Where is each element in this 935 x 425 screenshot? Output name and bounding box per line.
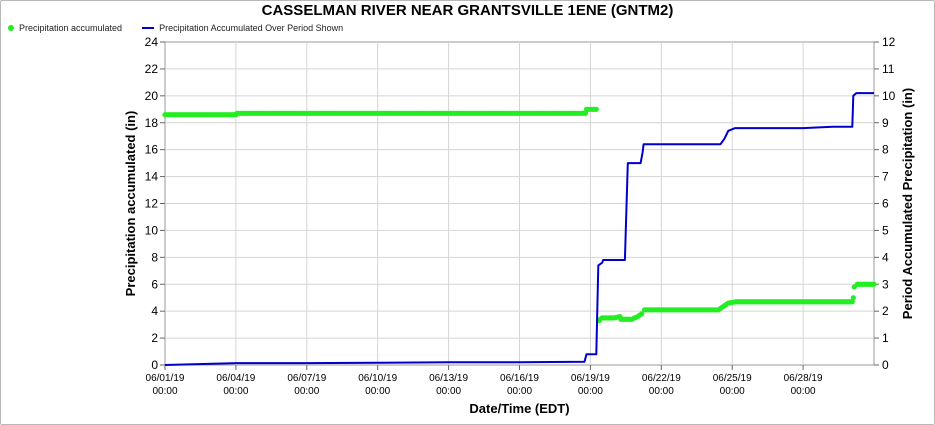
- legend-item-period-accumulated: Precipitation Accumulated Over Period Sh…: [142, 23, 343, 33]
- x-axis-tick-date: 06/07/19: [287, 373, 326, 384]
- left-axis-tick-label: 12: [145, 197, 159, 211]
- series-point-precip-accumulated: [582, 110, 589, 116]
- x-axis-tick-time: 00:00: [720, 386, 745, 397]
- chart-legend: Precipitation accumulated Precipitation …: [8, 23, 343, 33]
- left-axis-tick-label: 18: [145, 116, 159, 130]
- left-axis-tick-label: 2: [151, 331, 158, 345]
- legend-marker-blue-line: [142, 27, 155, 29]
- legend-label-period-accumulated: Precipitation Accumulated Over Period Sh…: [159, 23, 344, 33]
- right-axis-tick-label: 6: [882, 197, 889, 211]
- x-axis-tick-date: 06/22/19: [642, 373, 681, 384]
- chart-title: CASSELMAN RIVER NEAR GRANTSVILLE 1ENE (G…: [261, 2, 674, 19]
- right-axis-tick-label: 0: [882, 358, 889, 372]
- x-axis-tick-time: 00:00: [294, 386, 319, 397]
- legend-item-precip-accumulated: Precipitation accumulated: [8, 23, 122, 33]
- legend-marker-green-dot: [8, 25, 14, 31]
- series-line-period-accumulated: [164, 92, 874, 366]
- series-point-precip-accumulated: [593, 106, 599, 112]
- x-axis-tick-time: 00:00: [507, 386, 532, 397]
- x-axis-tick-date: 06/19/19: [571, 373, 610, 384]
- left-axis-tick-label: 16: [145, 143, 159, 157]
- right-axis-tick-label: 7: [882, 170, 889, 184]
- x-axis-tick-time: 00:00: [649, 386, 674, 397]
- right-axis-tick-label: 1: [882, 331, 889, 345]
- series-point-precip-accumulated: [849, 299, 855, 305]
- x-axis-title: Date/Time (EDT): [469, 401, 569, 416]
- right-axis-tick-label: 10: [882, 89, 896, 103]
- right-axis-tick-label: 11: [882, 62, 895, 76]
- x-axis-tick-date: 06/25/19: [713, 373, 752, 384]
- right-axis-tick-label: 5: [882, 223, 889, 237]
- right-axis-title: Period Accumulated Precipitation (in): [900, 88, 915, 319]
- right-axis-tick-label: 3: [882, 277, 889, 291]
- left-axis-tick-label: 4: [151, 304, 158, 318]
- x-axis-tick-time: 00:00: [578, 386, 603, 397]
- right-axis-tick-label: 4: [882, 250, 889, 264]
- left-axis-tick-label: 10: [145, 223, 159, 237]
- x-axis-tick-date: 06/13/19: [429, 373, 468, 384]
- right-axis-tick-label: 2: [882, 304, 889, 318]
- left-axis-tick-label: 14: [145, 170, 159, 184]
- x-axis-tick-time: 00:00: [791, 386, 816, 397]
- left-axis-tick-label: 6: [151, 277, 158, 291]
- right-axis-tick-label: 8: [882, 143, 889, 157]
- legend-label-precip-accumulated: Precipitation accumulated: [19, 23, 123, 33]
- left-axis-tick-label: 8: [151, 250, 158, 264]
- x-axis-tick-date: 06/01/19: [146, 373, 185, 384]
- x-axis-tick-date: 06/04/19: [216, 373, 255, 384]
- x-axis-tick-time: 00:00: [152, 386, 177, 397]
- series-point-precip-accumulated: [850, 295, 856, 301]
- left-axis-tick-label: 24: [145, 35, 159, 49]
- left-axis-title: Precipitation accumulated (in): [123, 111, 138, 297]
- x-axis-tick-time: 00:00: [436, 386, 461, 397]
- x-axis-tick-date: 06/28/19: [784, 373, 823, 384]
- x-axis-tick-date: 06/10/19: [358, 373, 397, 384]
- left-axis-tick-label: 22: [145, 62, 159, 76]
- x-axis-tick-date: 06/16/19: [500, 373, 539, 384]
- series-point-precip-accumulated: [639, 311, 645, 317]
- left-axis-tick-label: 0: [151, 358, 158, 372]
- left-axis-tick-label: 20: [145, 89, 159, 103]
- x-axis-tick-time: 00:00: [223, 386, 248, 397]
- x-axis-tick-time: 00:00: [365, 386, 390, 397]
- series-point-precip-accumulated: [871, 281, 877, 287]
- right-axis-tick-label: 12: [882, 35, 896, 49]
- right-axis-tick-label: 9: [882, 116, 889, 130]
